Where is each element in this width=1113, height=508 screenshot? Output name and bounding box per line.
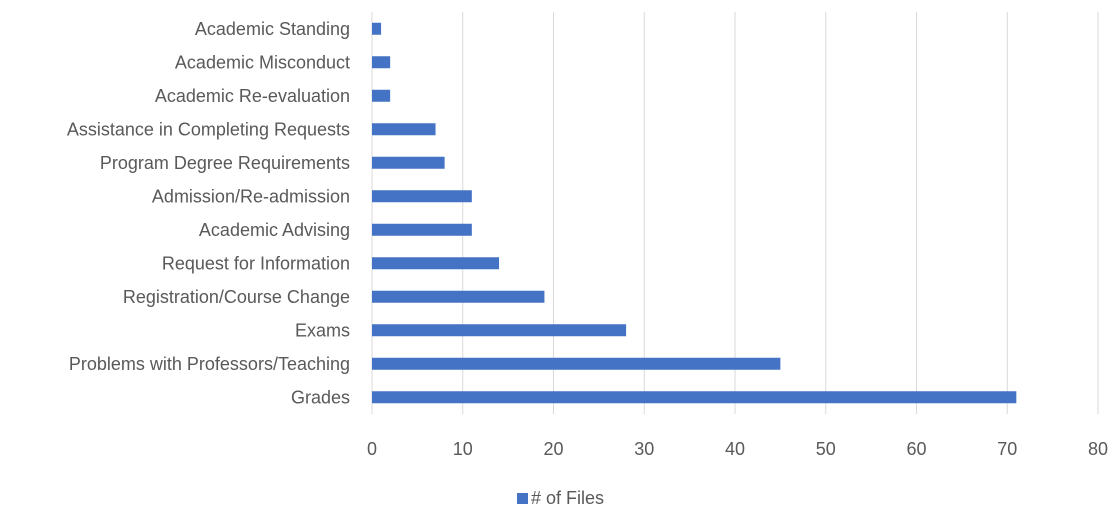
category-label: Exams xyxy=(295,320,350,340)
x-axis-tick-labels: 0 10 20 30 40 50 60 70 80 xyxy=(367,439,1108,459)
category-label: Grades xyxy=(291,387,350,407)
x-tick-label: 60 xyxy=(906,439,926,459)
category-label: Program Degree Requirements xyxy=(100,153,350,173)
bar xyxy=(372,223,472,236)
x-tick-label: 40 xyxy=(725,439,745,459)
category-label: Academic Misconduct xyxy=(175,52,350,72)
bar xyxy=(372,156,445,169)
category-label: Admission/Re-admission xyxy=(152,186,350,206)
legend-swatch xyxy=(517,493,528,504)
bar xyxy=(372,56,391,69)
bar xyxy=(372,257,500,270)
bar xyxy=(372,123,436,136)
x-tick-label: 30 xyxy=(634,439,654,459)
bars xyxy=(372,22,1017,404)
bar xyxy=(372,391,1017,404)
legend-label: # of Files xyxy=(531,488,604,508)
category-label: Academic Advising xyxy=(199,220,350,240)
bar xyxy=(372,324,627,337)
bar xyxy=(372,22,382,35)
category-labels: Academic Standing Academic Misconduct Acad… xyxy=(67,19,350,408)
bar xyxy=(372,357,781,370)
category-label: Problems with Professors/Teaching xyxy=(69,354,350,374)
bar xyxy=(372,89,391,102)
x-tick-label: 80 xyxy=(1088,439,1108,459)
bar xyxy=(372,190,472,203)
x-tick-label: 70 xyxy=(997,439,1017,459)
category-label: Academic Re-evaluation xyxy=(155,86,350,106)
gridlines xyxy=(371,12,1099,414)
x-tick-label: 50 xyxy=(816,439,836,459)
x-tick-label: 10 xyxy=(453,439,473,459)
bar xyxy=(372,290,545,303)
category-label: Registration/Course Change xyxy=(123,287,350,307)
legend: # of Files xyxy=(517,488,604,508)
category-label: Assistance in Completing Requests xyxy=(67,119,350,139)
x-tick-label: 20 xyxy=(543,439,563,459)
x-tick-label: 0 xyxy=(367,439,377,459)
category-label: Academic Standing xyxy=(195,19,350,39)
category-label: Request for Information xyxy=(162,253,350,273)
